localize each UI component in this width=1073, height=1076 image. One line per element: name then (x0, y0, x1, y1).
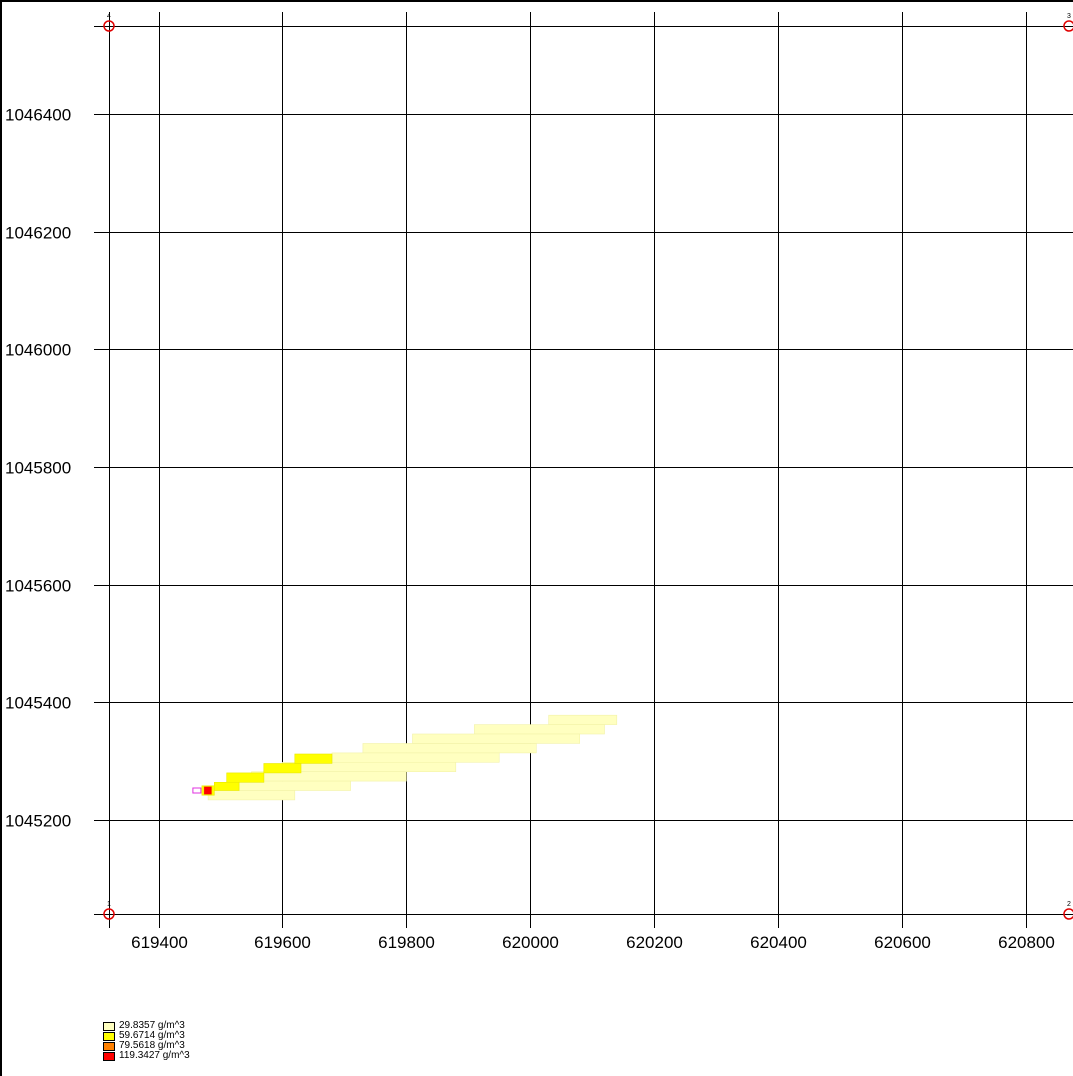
corner-marker-label: 3 (1067, 13, 1071, 20)
frame-left-edge (0, 0, 2, 1076)
corner-marker-label: 1 (107, 901, 111, 908)
concentration-cell (214, 781, 240, 791)
x-tick-label: 620800 (998, 933, 1055, 952)
corner-marker-label: 2 (1067, 901, 1071, 908)
frame-top-edge (0, 0, 1073, 2)
legend-item: 59.6714 g/m^3 (103, 1031, 190, 1041)
legend-swatch (103, 1051, 115, 1061)
y-tick-label: 1046000 (5, 341, 71, 360)
legend-label: 79.5618 g/m^3 (119, 1040, 185, 1051)
x-tick-label: 619600 (254, 933, 311, 952)
legend-item: 79.5618 g/m^3 (103, 1041, 190, 1051)
legend-item: 119.3427 g/m^3 (103, 1051, 190, 1061)
source-marker (192, 787, 202, 794)
corner-marker (1063, 908, 1073, 920)
corner-marker-label: 4 (107, 13, 111, 20)
y-tick-label: 1045800 (5, 459, 71, 478)
x-tick-label: 619400 (131, 933, 188, 952)
x-tick-label: 619800 (378, 933, 435, 952)
legend: 29.8357 g/m^3 59.6714 g/m^3 79.5618 g/m^3 1… (103, 1021, 190, 1061)
corner-marker (1063, 20, 1073, 32)
concentration-cell (474, 724, 605, 735)
y-tick-label: 1046400 (5, 106, 71, 125)
concentration-cell (331, 752, 500, 763)
x-tick-label: 620000 (502, 933, 559, 952)
concentration-cells (201, 714, 618, 801)
corner-marker (103, 20, 115, 32)
legend-label: 59.6714 g/m^3 (119, 1030, 185, 1041)
x-tick-label: 620200 (626, 933, 683, 952)
concentration-cell (362, 743, 537, 754)
legend-swatch (103, 1021, 115, 1031)
concentration-cell (263, 763, 302, 774)
corner-marker (103, 908, 115, 920)
concentration-cell (548, 714, 618, 725)
x-tick-label: 620600 (874, 933, 931, 952)
legend-swatch (103, 1041, 115, 1051)
corner-markers: 1 2 3 4 (103, 13, 1073, 920)
concentration-cell (207, 790, 296, 801)
x-tick-label: 620400 (750, 933, 807, 952)
source-layer (192, 787, 202, 794)
y-tick-label: 1045400 (5, 694, 71, 713)
grid-layer (94, 12, 1073, 928)
legend-item: 29.8357 g/m^3 (103, 1021, 190, 1031)
tick-labels: 619400 619600 619800 620000 620200 620400 6206… (5, 106, 1055, 953)
y-tick-label: 1046200 (5, 224, 71, 243)
concentration-cell (282, 761, 457, 772)
concentration-cell (412, 733, 580, 744)
concentration-cell (203, 786, 213, 795)
concentration-cell (294, 753, 333, 764)
legend-label: 119.3427 g/m^3 (119, 1050, 190, 1061)
concentration-cell (226, 772, 265, 783)
y-tick-label: 1045600 (5, 577, 71, 596)
legend-label: 29.8357 g/m^3 (119, 1020, 185, 1031)
legend-swatch (103, 1031, 115, 1041)
y-tick-label: 1045200 (5, 812, 71, 831)
